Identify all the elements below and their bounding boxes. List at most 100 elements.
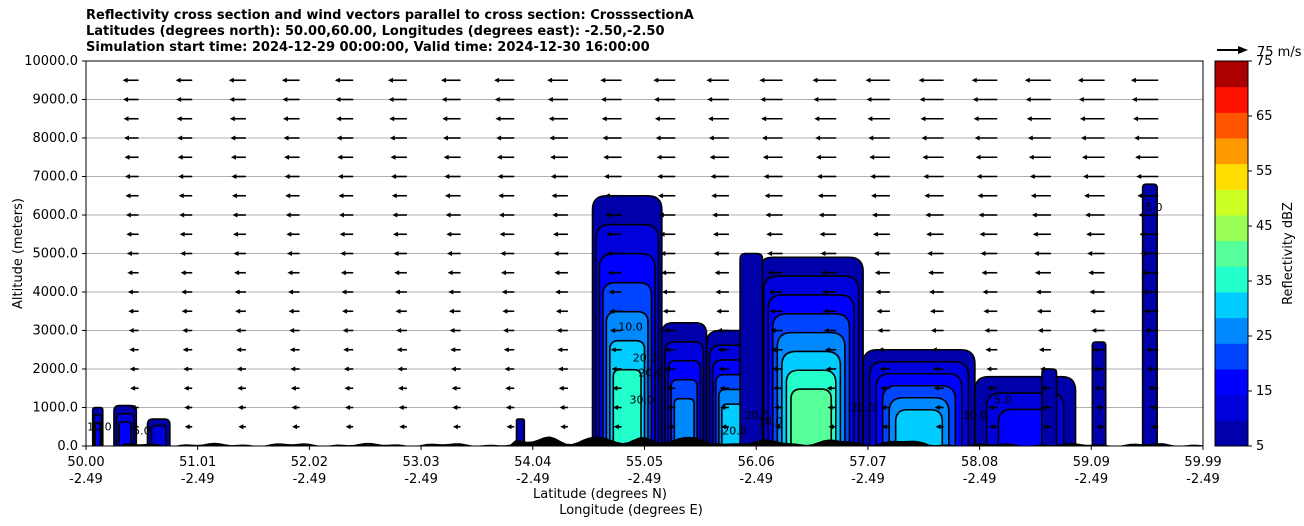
wind-vector-head <box>869 154 875 160</box>
y-tick-label: 2000.0 <box>33 362 79 377</box>
wind-vector-head <box>613 405 619 410</box>
x-tick-label-lat: 57.07 <box>849 455 886 470</box>
wind-vector-head <box>609 308 615 314</box>
wind-vector-head <box>971 77 977 83</box>
wind-vector <box>176 97 193 102</box>
wind-vector-head <box>289 328 295 333</box>
wind-vector <box>398 405 407 410</box>
wind-vector-head <box>502 308 508 314</box>
colorbar-tick-label: 15 <box>1256 384 1273 399</box>
wind-vector <box>552 231 568 237</box>
wind-vector <box>337 174 354 179</box>
wind-vector <box>762 154 783 160</box>
wind-vector <box>1033 251 1051 256</box>
wind-vector-head <box>881 405 887 410</box>
wind-vector-head <box>286 231 292 237</box>
wind-vector <box>390 154 407 160</box>
wind-vector-head <box>282 116 288 122</box>
wind-vector <box>715 289 729 295</box>
wind-vector <box>926 231 944 237</box>
wind-vector <box>334 77 354 83</box>
wind-vector-head <box>871 193 877 199</box>
wind-vector-head <box>928 270 934 276</box>
wind-vector <box>494 77 515 83</box>
wind-vector-head <box>179 212 185 218</box>
wind-vector-head <box>504 366 510 372</box>
wind-vector-head <box>1025 97 1031 102</box>
wind-vector-head <box>933 385 939 391</box>
wind-vector-head <box>234 270 240 276</box>
wind-vector-head <box>824 347 830 353</box>
quiver-key: 75 m/s <box>1217 45 1302 60</box>
wind-vector <box>760 97 783 102</box>
wind-vectors <box>122 77 1159 430</box>
wind-vector <box>502 308 515 314</box>
contour-label: 10.0 <box>963 409 988 422</box>
wind-vector <box>974 135 998 141</box>
wind-vector <box>711 193 729 199</box>
wind-vector-head <box>1083 174 1089 179</box>
contour-label: 20.0 <box>638 367 663 380</box>
wind-vector <box>609 308 622 314</box>
wind-vector <box>452 405 461 410</box>
wind-vector-head <box>819 231 825 237</box>
wind-vector-head <box>501 289 507 295</box>
wind-vector <box>285 193 300 199</box>
wind-vector-head <box>986 366 992 372</box>
y-tick-label: 10000.0 <box>24 54 78 69</box>
wind-vector-head <box>548 116 554 122</box>
wind-vector <box>345 405 354 410</box>
wind-vector-head <box>235 328 241 333</box>
wind-vector-head <box>501 270 507 276</box>
wind-vector-head <box>974 135 980 141</box>
wind-vector-head <box>396 328 402 333</box>
wind-vector <box>178 174 193 179</box>
wind-vector-head <box>610 347 616 353</box>
wind-vector-head <box>339 231 345 237</box>
wind-vector-head <box>1040 385 1046 391</box>
wind-vector-head <box>972 97 978 102</box>
contour-label: 5.0 <box>994 394 1012 407</box>
wind-vector-head <box>613 424 619 430</box>
wind-vector <box>935 424 944 430</box>
wind-vector <box>129 366 139 372</box>
wind-vector <box>1032 231 1051 237</box>
wind-vector <box>498 212 515 218</box>
wind-vector <box>934 405 944 410</box>
wind-vector-head <box>285 212 291 218</box>
wind-vector-head <box>600 77 606 83</box>
wind-vector <box>180 251 193 256</box>
wind-vector <box>232 212 246 218</box>
wind-vector-head <box>291 405 297 410</box>
wind-vector <box>603 154 622 160</box>
contour-level <box>118 421 132 446</box>
wind-vector <box>827 405 837 410</box>
wind-vector-head <box>126 251 132 256</box>
wind-vector <box>128 328 139 333</box>
colorbar-label: Reflectivity dBZ <box>1281 202 1296 305</box>
wind-vector-head <box>711 193 717 199</box>
wind-vector-head <box>125 193 131 199</box>
wind-vector <box>339 212 354 218</box>
wind-vector <box>1090 308 1105 314</box>
colorbar-swatch <box>1215 138 1248 165</box>
wind-vector <box>820 251 837 256</box>
wind-vector <box>712 231 729 237</box>
x-tick-label-lon: -2.49 <box>293 472 327 487</box>
colorbar-swatch <box>1215 394 1248 421</box>
wind-vector-head <box>184 405 190 410</box>
wind-vector-head <box>1035 289 1041 295</box>
wind-vector <box>876 308 890 314</box>
wind-vector-head <box>1029 174 1035 179</box>
wind-vector <box>1041 405 1051 410</box>
y-tick-label: 0.0 <box>57 439 78 454</box>
wind-vector-head <box>441 97 447 102</box>
wind-vector-head <box>238 424 244 430</box>
wind-vector <box>815 135 837 141</box>
contour-label: 10.0 <box>87 421 112 434</box>
wind-vector-head <box>766 231 772 237</box>
contour-label: 20.0 <box>851 401 876 414</box>
wind-vector <box>610 328 622 333</box>
wind-vector-head <box>713 251 719 256</box>
wind-vector-head <box>230 135 236 141</box>
